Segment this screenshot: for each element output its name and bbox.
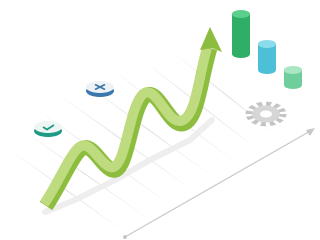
cylinder-tall <box>232 10 250 58</box>
cylinder-base <box>284 81 302 89</box>
cylinder-top <box>232 10 250 18</box>
gear <box>249 104 283 124</box>
page: (() => { const data = JSON.parse(documen… <box>0 0 320 240</box>
cylinder-medium <box>258 40 276 74</box>
icon-top <box>34 121 62 133</box>
cylinder-body <box>232 14 250 54</box>
axis-origin <box>123 235 127 239</box>
ribbon-arrowhead <box>200 27 222 52</box>
axis-line <box>125 130 312 237</box>
x-icon <box>86 81 114 97</box>
gear-hole <box>260 110 272 117</box>
cylinder-base <box>232 50 250 58</box>
cylinder-short <box>284 66 302 89</box>
axis-arrowhead <box>306 128 315 136</box>
cylinder-top <box>258 40 276 48</box>
check-icon <box>34 121 62 137</box>
cylinder-base <box>258 66 276 74</box>
illustration <box>0 0 316 240</box>
cylinder-top <box>284 66 302 74</box>
